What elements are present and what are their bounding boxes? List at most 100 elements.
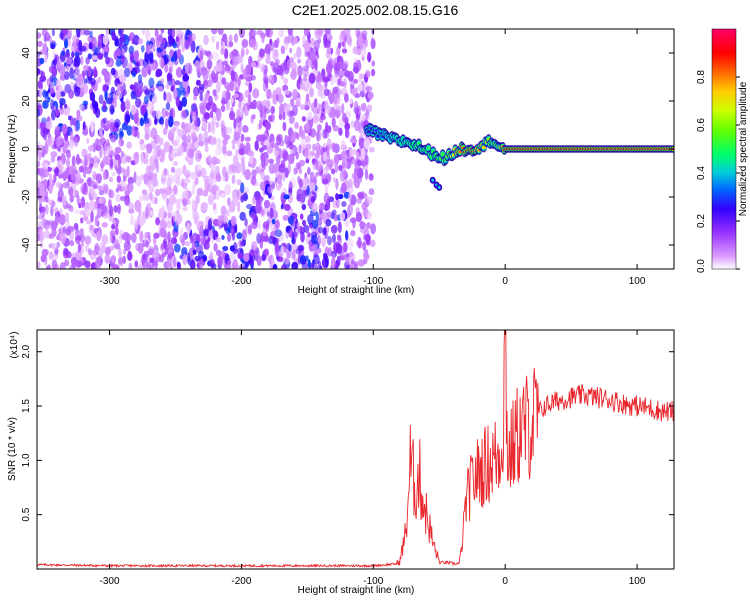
- noise-speckle: [81, 196, 85, 208]
- noise-speckle: [349, 261, 357, 269]
- noise-speckle: [101, 244, 106, 254]
- noise-speckle: [340, 150, 347, 162]
- noise-speckle: [45, 220, 52, 226]
- snr-x-label: Height of straight line (km): [298, 585, 415, 596]
- noise-speckle: [165, 186, 173, 196]
- noise-speckle: [240, 195, 245, 203]
- noise-speckle: [282, 121, 287, 132]
- noise-speckle: [71, 155, 76, 167]
- noise-speckle: [144, 126, 151, 133]
- noise-speckle: [170, 78, 176, 90]
- noise-speckle: [261, 35, 265, 44]
- noise-speckle: [191, 103, 197, 112]
- noise-speckle: [165, 83, 170, 90]
- noise-speckle: [160, 78, 164, 86]
- noise-speckle: [341, 201, 347, 207]
- noise-speckle: [210, 163, 216, 172]
- noise-speckle: [335, 193, 339, 201]
- noise-speckle: [353, 78, 358, 84]
- noise-speckle: [89, 224, 94, 231]
- noise-speckle: [328, 92, 335, 105]
- noise-speckle: [173, 237, 178, 245]
- noise-speckle: [317, 247, 322, 254]
- noise-speckle: [171, 29, 176, 38]
- noise-speckle: [350, 204, 354, 215]
- noise-speckle: [190, 235, 194, 244]
- noise-speckle: [360, 48, 367, 58]
- noise-speckle: [357, 83, 364, 92]
- noise-speckle: [112, 264, 120, 269]
- noise-speckle: [307, 111, 313, 121]
- noise-speckle: [148, 191, 153, 200]
- noise-speckle: [54, 207, 59, 214]
- noise-speckle: [144, 132, 150, 141]
- noise-speckle: [358, 73, 362, 83]
- noise-speckle: [198, 140, 205, 147]
- noise-speckle: [361, 30, 368, 37]
- noise-speckle: [269, 61, 274, 67]
- noise-speckle: [322, 151, 328, 162]
- noise-speckle: [182, 254, 188, 266]
- noise-speckle: [290, 131, 296, 144]
- noise-speckle: [163, 54, 170, 64]
- noise-speckle: [307, 232, 311, 238]
- noise-speckle: [291, 261, 299, 269]
- noise-speckle: [160, 148, 165, 157]
- noise-speckle: [120, 167, 126, 173]
- noise-speckle: [147, 100, 153, 112]
- noise-speckle: [236, 247, 244, 255]
- noise-speckle: [305, 93, 310, 103]
- noise-speckle: [131, 71, 137, 78]
- noise-speckle: [42, 100, 49, 109]
- noise-speckle: [364, 168, 369, 180]
- noise-speckle: [51, 259, 58, 269]
- noise-speckle: [172, 174, 180, 184]
- noise-speckle: [288, 115, 295, 124]
- noise-speckle: [272, 162, 279, 173]
- noise-speckle: [39, 202, 43, 214]
- noise-speckle: [307, 259, 311, 269]
- noise-speckle: [228, 34, 233, 42]
- noise-speckle: [126, 125, 133, 136]
- noise-speckle: [174, 80, 181, 86]
- noise-speckle: [163, 91, 167, 101]
- noise-speckle: [186, 134, 192, 143]
- y-tick-label: 0: [21, 146, 32, 152]
- noise-speckle: [273, 42, 279, 49]
- x-tick-label: -100: [363, 276, 383, 287]
- noise-speckle: [245, 142, 251, 151]
- noise-speckle: [233, 118, 237, 130]
- noise-speckle: [299, 179, 303, 189]
- noise-speckle: [231, 60, 237, 70]
- noise-speckle: [203, 49, 207, 56]
- noise-speckle: [258, 119, 263, 130]
- noise-speckle: [194, 176, 199, 186]
- noise-speckle: [317, 103, 322, 112]
- noise-speckle: [87, 176, 92, 187]
- noise-speckle: [202, 69, 209, 81]
- noise-speckle: [76, 194, 80, 206]
- noise-speckle: [314, 59, 318, 71]
- snr-series-line: [37, 330, 674, 569]
- noise-speckle: [264, 108, 271, 114]
- noise-speckle: [288, 181, 293, 193]
- noise-speckle: [91, 192, 98, 200]
- noise-speckle: [145, 29, 151, 41]
- noise-speckle: [62, 226, 67, 234]
- noise-speckle: [43, 230, 51, 239]
- noise-speckle: [309, 171, 315, 183]
- noise-speckle: [235, 162, 242, 174]
- noise-speckle: [325, 218, 332, 227]
- noise-speckle: [135, 175, 142, 187]
- noise-speckle: [201, 98, 206, 107]
- noise-speckle: [250, 221, 258, 230]
- noise-speckle: [182, 126, 187, 137]
- snr-y-label: SNR (10 * v/v): [7, 417, 18, 481]
- noise-speckle: [137, 80, 144, 89]
- noise-speckle: [168, 145, 174, 154]
- noise-speckle: [284, 42, 289, 51]
- noise-speckle: [207, 54, 214, 60]
- noise-speckle: [364, 249, 369, 259]
- noise-speckle: [342, 169, 347, 179]
- noise-speckle: [176, 261, 181, 268]
